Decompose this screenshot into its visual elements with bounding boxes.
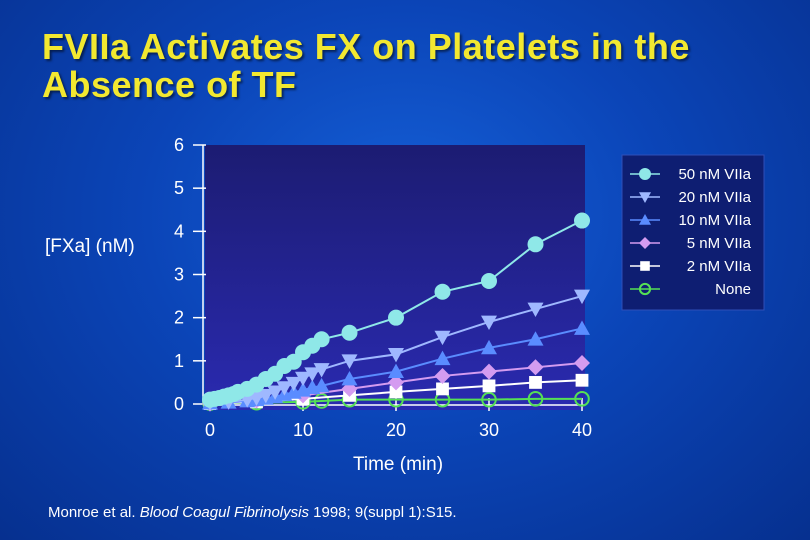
data-point — [481, 363, 497, 380]
data-point — [574, 354, 590, 371]
data-point — [482, 379, 496, 393]
data-point — [527, 236, 544, 253]
data-point — [574, 289, 590, 305]
data-point — [388, 309, 404, 326]
data-point — [388, 374, 404, 391]
data-point — [248, 391, 265, 406]
data-point — [389, 385, 403, 399]
data-point — [313, 331, 330, 348]
data-point — [574, 320, 590, 335]
title-line-2: Absence of TF — [42, 64, 297, 105]
data-point — [388, 347, 404, 363]
data-point — [481, 315, 497, 330]
data-point — [639, 192, 651, 203]
legend-label: 10 nM VIIa — [678, 212, 751, 229]
legend-label: 50 nM VIIa — [678, 166, 751, 183]
y-tick-label: 3 — [174, 265, 184, 285]
data-point — [436, 382, 449, 396]
citation: Monroe et al. Blood Coagul Fibrinolysis … — [48, 504, 457, 521]
data-point — [341, 370, 358, 386]
x-axis-label: Time (min) — [353, 454, 443, 475]
data-point — [529, 376, 542, 389]
y-tick-label: 0 — [174, 394, 184, 414]
data-point — [640, 261, 650, 271]
data-point — [527, 302, 544, 318]
legend-item: 2 nM VIIa — [630, 258, 752, 275]
legend: 50 nM VIIa 20 nM VIIa 10 nM VIIa 5 nM VIIa 2… — [630, 166, 752, 298]
data-point — [313, 363, 330, 378]
data-point — [267, 385, 284, 400]
data-point — [341, 354, 358, 369]
legend-label: 5 nM VIIa — [687, 235, 752, 252]
x-tick-label: 40 — [572, 420, 592, 440]
legend-label: 20 nM VIIa — [678, 189, 751, 206]
data-point — [481, 272, 497, 289]
data-point — [276, 381, 293, 396]
data-point — [574, 391, 590, 407]
y-tick-label: 2 — [174, 308, 184, 328]
citation-authors: Monroe et al. — [48, 504, 140, 521]
data-point — [285, 376, 302, 392]
citation-details: 1998; 9(suppl 1):S15. — [308, 504, 457, 521]
data-point — [639, 237, 651, 249]
data-point — [481, 391, 497, 408]
data-point — [313, 393, 330, 409]
citation-journal: Blood Coagul Fibrinolysis — [139, 504, 309, 521]
data-point — [639, 214, 651, 225]
data-point — [574, 212, 590, 229]
x-tick-label: 20 — [386, 420, 406, 440]
legend-item: 50 nM VIIa — [630, 166, 752, 183]
slide-title: FVIIa Activates FX on Platelets in the A… — [42, 28, 782, 104]
y-axis-label: [FXa] (nM) — [45, 236, 135, 257]
legend-label: 2 nM VIIa — [687, 258, 752, 275]
y-tick-label: 6 — [174, 135, 184, 155]
data-point — [527, 391, 544, 407]
legend-item: None — [630, 281, 751, 298]
data-point — [527, 331, 544, 346]
data-point — [341, 324, 358, 341]
data-point — [257, 388, 274, 404]
y-tick-label: 1 — [174, 351, 184, 371]
y-tick-label: 5 — [174, 178, 184, 198]
axes: 0 1 2 3 4 5 6 0 10 20 30 40 — [174, 135, 592, 440]
y-tick-label: 4 — [174, 221, 184, 241]
data-point — [295, 371, 311, 387]
data-point — [434, 367, 451, 384]
data-point — [434, 330, 451, 346]
x-tick-label: 0 — [205, 420, 215, 440]
data-point — [434, 283, 451, 300]
title-line-1: FVIIa Activates FX on Platelets in the — [42, 26, 690, 67]
legend-label: None — [715, 281, 751, 298]
legend-item: 10 nM VIIa — [630, 212, 752, 229]
legend-item: 5 nM VIIa — [630, 235, 752, 252]
data-point — [639, 168, 651, 180]
data-point — [388, 363, 404, 379]
legend-item: 20 nM VIIa — [630, 189, 752, 206]
data-point — [481, 339, 497, 355]
data-point — [313, 377, 330, 393]
data-point — [575, 373, 589, 387]
series-50-nm-viia — [202, 212, 590, 408]
data-point — [304, 367, 321, 382]
data-point — [527, 359, 544, 376]
data-point — [638, 282, 652, 296]
series-layer — [202, 212, 590, 412]
data-point — [434, 350, 451, 366]
x-tick-label: 30 — [479, 420, 499, 440]
x-tick-label: 10 — [293, 420, 313, 440]
